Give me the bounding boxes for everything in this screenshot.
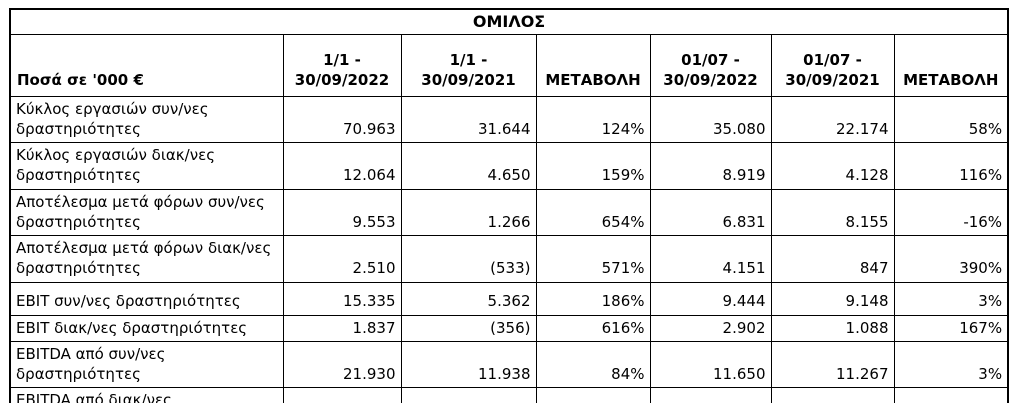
value-cell: 5.362 bbox=[400, 281, 537, 316]
row-label: EBITDA από συν/νες δραστηριότητες bbox=[9, 340, 284, 389]
value-cell: 186% bbox=[535, 281, 651, 316]
table-row: EBITDA από συν/νες δραστηριότητες 21.930… bbox=[9, 340, 1009, 389]
value-cell: 2.902 bbox=[649, 314, 772, 342]
value-cell: 124% bbox=[535, 95, 651, 143]
value-cell: 9.444 bbox=[649, 281, 772, 316]
value-cell: 84% bbox=[535, 340, 651, 389]
value-cell: 21.930 bbox=[282, 340, 402, 389]
value-cell: 15.335 bbox=[282, 281, 402, 316]
value-cell: 1.266 bbox=[400, 188, 537, 236]
table-row: Κύκλος εργασιών διακ/νες δραστηριότητες … bbox=[9, 142, 1009, 190]
value-cell: 3% bbox=[893, 281, 1009, 316]
value-cell: 9.148 bbox=[770, 281, 895, 316]
value-cell: (533) bbox=[400, 235, 537, 283]
col-header-period-ytd-2021: 1/1 - 30/09/2021 bbox=[400, 33, 537, 97]
value-cell: 4.151 bbox=[649, 235, 772, 283]
value-cell: 116% bbox=[893, 142, 1009, 190]
value-cell: 920 bbox=[400, 387, 537, 403]
value-cell: 1.517 bbox=[770, 387, 895, 403]
row-label: EBITDA από διακ/νες δραστηριότητες bbox=[9, 387, 284, 403]
value-cell: 616% bbox=[535, 314, 651, 342]
value-cell: 270% bbox=[535, 387, 651, 403]
table-row: EBIT συν/νες δραστηριότητες 15.335 5.362… bbox=[9, 281, 1009, 316]
value-cell: 12.064 bbox=[282, 142, 402, 190]
col-header-period-ytd-2022: 1/1 - 30/09/2022 bbox=[282, 33, 402, 97]
table-row: Αποτέλεσμα μετά φόρων συν/νες δραστηριότ… bbox=[9, 188, 1009, 236]
value-cell: 167% bbox=[893, 314, 1009, 342]
row-label: Αποτέλεσμα μετά φόρων συν/νες δραστηριότ… bbox=[9, 188, 284, 236]
value-cell: 847 bbox=[770, 235, 895, 283]
value-cell: 11.938 bbox=[400, 340, 537, 389]
col-header-period-q3-2022: 01/07 - 30/09/2022 bbox=[649, 33, 772, 97]
table-row: EBIT διακ/νες δραστηριότητες 1.837 (356)… bbox=[9, 314, 1009, 342]
row-label: Κύκλος εργασιών διακ/νες δραστηριότητες bbox=[9, 142, 284, 190]
value-cell: 70.963 bbox=[282, 95, 402, 143]
value-cell: 9.553 bbox=[282, 188, 402, 236]
value-cell: 3% bbox=[893, 340, 1009, 389]
value-cell: 6.831 bbox=[649, 188, 772, 236]
value-cell: 390% bbox=[893, 235, 1009, 283]
value-cell: (356) bbox=[400, 314, 537, 342]
col-header-change-ytd: ΜΕΤΑΒΟΛΗ bbox=[535, 33, 651, 97]
col-header-change-q3: ΜΕΤΑΒΟΛΗ bbox=[893, 33, 1009, 97]
value-cell: 35.080 bbox=[649, 95, 772, 143]
value-cell: 125% bbox=[893, 387, 1009, 403]
value-cell: 22.174 bbox=[770, 95, 895, 143]
value-cell: 8.155 bbox=[770, 188, 895, 236]
value-cell: 1.837 bbox=[282, 314, 402, 342]
unit-label-header: Ποσά σε '000 € bbox=[9, 33, 284, 97]
financial-table-container: ΟΜΙΛΟΣ Ποσά σε '000 € 1/1 - 30/09/2022 1… bbox=[9, 8, 1010, 403]
table-row: Κύκλος εργασιών συν/νες δραστηριότητες 7… bbox=[9, 95, 1009, 143]
value-cell: 4.128 bbox=[770, 142, 895, 190]
row-label: EBIT συν/νες δραστηριότητες bbox=[9, 281, 284, 316]
row-label: EBIT διακ/νες δραστηριότητες bbox=[9, 314, 284, 342]
financial-results-table: ΟΜΙΛΟΣ Ποσά σε '000 € 1/1 - 30/09/2022 1… bbox=[9, 8, 1010, 403]
col-header-period-q3-2021: 01/07 - 30/09/2021 bbox=[770, 33, 895, 97]
value-cell: 1.088 bbox=[770, 314, 895, 342]
value-cell: 571% bbox=[535, 235, 651, 283]
value-cell: 8.919 bbox=[649, 142, 772, 190]
table-row: EBITDA από διακ/νες δραστηριότητες 3.401… bbox=[9, 387, 1009, 403]
table-title-row: ΟΜΙΛΟΣ bbox=[9, 8, 1009, 35]
value-cell: 11.267 bbox=[770, 340, 895, 389]
value-cell: 31.644 bbox=[400, 95, 537, 143]
value-cell: 58% bbox=[893, 95, 1009, 143]
row-label: Κύκλος εργασιών συν/νες δραστηριότητες bbox=[9, 95, 284, 143]
value-cell: 159% bbox=[535, 142, 651, 190]
value-cell: 4.650 bbox=[400, 142, 537, 190]
value-cell: 2.510 bbox=[282, 235, 402, 283]
table-row: Αποτέλεσμα μετά φόρων διακ/νες δραστηριό… bbox=[9, 235, 1009, 283]
value-cell: 654% bbox=[535, 188, 651, 236]
table-title: ΟΜΙΛΟΣ bbox=[9, 8, 1009, 35]
row-label: Αποτέλεσμα μετά φόρων διακ/νες δραστηριό… bbox=[9, 235, 284, 283]
value-cell: -16% bbox=[893, 188, 1009, 236]
value-cell: 11.650 bbox=[649, 340, 772, 389]
table-header-row: Ποσά σε '000 € 1/1 - 30/09/2022 1/1 - 30… bbox=[9, 33, 1009, 97]
value-cell: 3.401 bbox=[282, 387, 402, 403]
value-cell: 3.420 bbox=[649, 387, 772, 403]
